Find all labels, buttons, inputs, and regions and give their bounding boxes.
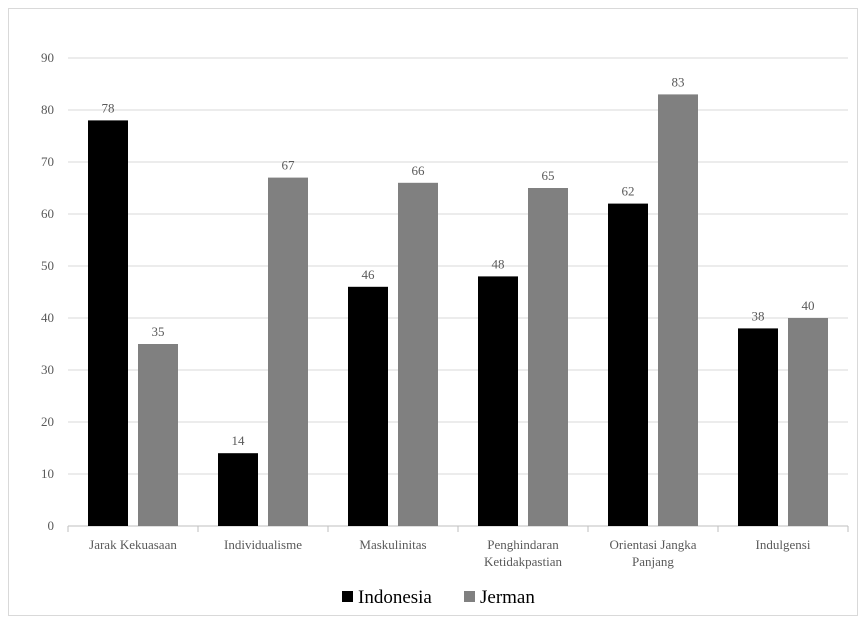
y-tick-label: 80	[41, 102, 54, 117]
x-tick-label: Jarak Kekuasaan	[89, 537, 177, 552]
y-tick-label: 10	[41, 466, 54, 481]
x-tick-label: Indulgensi	[756, 537, 811, 552]
bar-jerman	[788, 318, 828, 526]
data-label: 35	[152, 324, 165, 339]
x-tick-label: Maskulinitas	[359, 537, 426, 552]
bar-jerman	[528, 188, 568, 526]
y-tick-label: 90	[41, 50, 54, 65]
x-tick-label: Ketidakpastian	[484, 554, 562, 569]
data-label: 48	[492, 256, 505, 271]
y-tick-label: 0	[48, 518, 55, 533]
bar-jerman	[658, 94, 698, 527]
y-tick-label: 20	[41, 414, 54, 429]
y-tick-label: 30	[41, 362, 54, 377]
bar-indonesia	[218, 453, 258, 526]
x-tick-label: Orientasi Jangka	[609, 537, 696, 552]
bar-indonesia	[478, 276, 518, 526]
bar-jerman	[138, 344, 178, 526]
data-label: 78	[102, 100, 115, 115]
bar-indonesia	[348, 286, 388, 526]
legend-swatch	[464, 591, 475, 602]
bar-jerman	[398, 182, 438, 527]
legend-label: Jerman	[480, 587, 535, 608]
bar-jerman	[268, 177, 308, 526]
x-tick-label: Panjang	[632, 554, 674, 569]
x-tick-label: Individualisme	[224, 537, 302, 552]
bar-indonesia	[738, 328, 778, 526]
data-label: 38	[752, 308, 765, 323]
data-label: 65	[542, 168, 555, 183]
data-label: 46	[362, 267, 376, 282]
y-tick-label: 50	[41, 258, 54, 273]
y-tick-label: 60	[41, 206, 54, 221]
legend-label: Indonesia	[358, 587, 432, 608]
data-label: 66	[412, 163, 426, 178]
x-tick-label: Penghindaran	[487, 537, 559, 552]
bar-indonesia	[88, 120, 128, 527]
y-tick-label: 70	[41, 154, 54, 169]
data-label: 62	[622, 184, 635, 199]
data-label: 83	[672, 74, 685, 89]
y-tick-label: 40	[41, 310, 54, 325]
legend-swatch	[342, 591, 353, 602]
data-label: 40	[802, 298, 815, 313]
bar-indonesia	[608, 203, 648, 526]
data-label: 67	[282, 158, 296, 173]
data-label: 14	[232, 433, 246, 448]
